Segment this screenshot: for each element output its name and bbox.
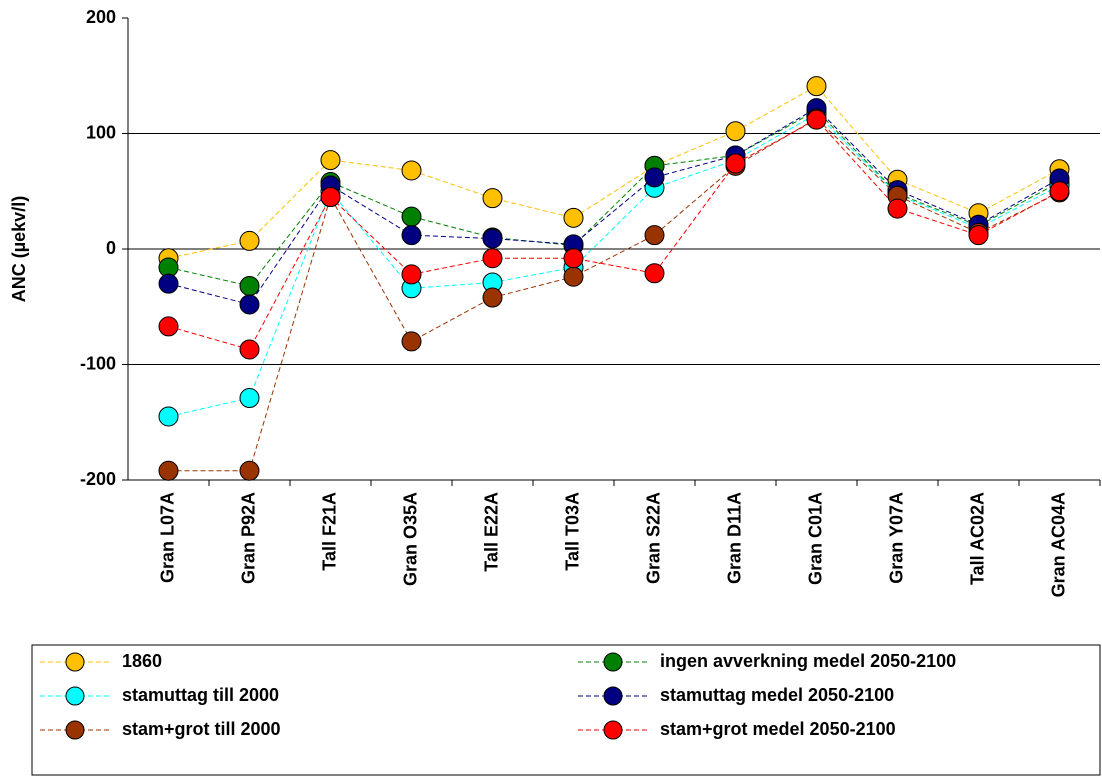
series-line [168, 113, 1060, 417]
legend-marker [65, 686, 85, 706]
marker [644, 263, 665, 284]
marker [725, 153, 746, 174]
marker [806, 109, 827, 130]
marker [1049, 181, 1070, 202]
legend-marker [603, 686, 623, 706]
marker [239, 230, 260, 251]
marker [158, 406, 179, 427]
marker [806, 76, 827, 97]
marker [239, 387, 260, 408]
x-tick-label: Tall E22A [481, 492, 501, 572]
x-tick-label: Gran O35A [400, 492, 420, 586]
y-tick-label: 200 [86, 7, 116, 27]
marker [239, 294, 260, 315]
y-tick-label: -100 [80, 353, 116, 373]
y-tick-label: 0 [106, 238, 116, 258]
legend-label: ingen avverkning medel 2050-2100 [660, 651, 956, 671]
marker [401, 331, 422, 352]
series-line [168, 85, 1060, 259]
x-tick-label: Gran L07A [157, 492, 177, 583]
legend-label: 1860 [122, 651, 162, 671]
marker [239, 339, 260, 360]
marker [482, 287, 503, 308]
marker [239, 460, 260, 481]
y-axis-label: ANC (µekv/l) [9, 196, 29, 302]
marker [401, 160, 422, 181]
y-tick-label: -200 [80, 469, 116, 489]
x-tick-label: Gran Y07A [886, 492, 906, 584]
series-line [168, 117, 1060, 472]
marker [401, 225, 422, 246]
series-line [168, 119, 1060, 351]
marker [158, 460, 179, 481]
marker [644, 225, 665, 246]
series-line [168, 107, 1060, 306]
x-tick-label: Tall F21A [319, 492, 339, 571]
marker [482, 228, 503, 249]
series-line [168, 109, 1060, 287]
legend-marker [603, 720, 623, 740]
x-tick-label: Tall AC02A [967, 492, 987, 585]
y-tick-label: 100 [86, 122, 116, 142]
x-tick-label: Tall T03A [562, 492, 582, 571]
x-tick-label: Gran AC04A [1048, 492, 1068, 597]
legend-marker [65, 720, 85, 740]
legend-marker [603, 652, 623, 672]
marker [563, 248, 584, 269]
marker [725, 121, 746, 142]
legend-label: stam+grot till 2000 [122, 719, 281, 739]
marker [563, 266, 584, 287]
marker [563, 207, 584, 228]
x-tick-label: Gran C01A [805, 492, 825, 585]
legend-box [31, 644, 1101, 776]
marker [158, 316, 179, 337]
marker [239, 275, 260, 296]
x-tick-label: Gran P92A [238, 492, 258, 584]
legend-label: stamuttag till 2000 [122, 685, 279, 705]
marker [401, 264, 422, 285]
marker [320, 187, 341, 208]
legend-marker [65, 652, 85, 672]
marker [158, 273, 179, 294]
marker [644, 167, 665, 188]
marker [887, 198, 908, 219]
legend-label: stam+grot medel 2050-2100 [660, 719, 896, 739]
marker [401, 206, 422, 227]
x-tick-label: Gran D11A [724, 492, 744, 584]
legend-label: stamuttag medel 2050-2100 [660, 685, 894, 705]
marker [968, 225, 989, 246]
marker [482, 188, 503, 209]
marker [482, 248, 503, 269]
marker [320, 150, 341, 171]
x-tick-label: Gran S22A [643, 492, 663, 584]
